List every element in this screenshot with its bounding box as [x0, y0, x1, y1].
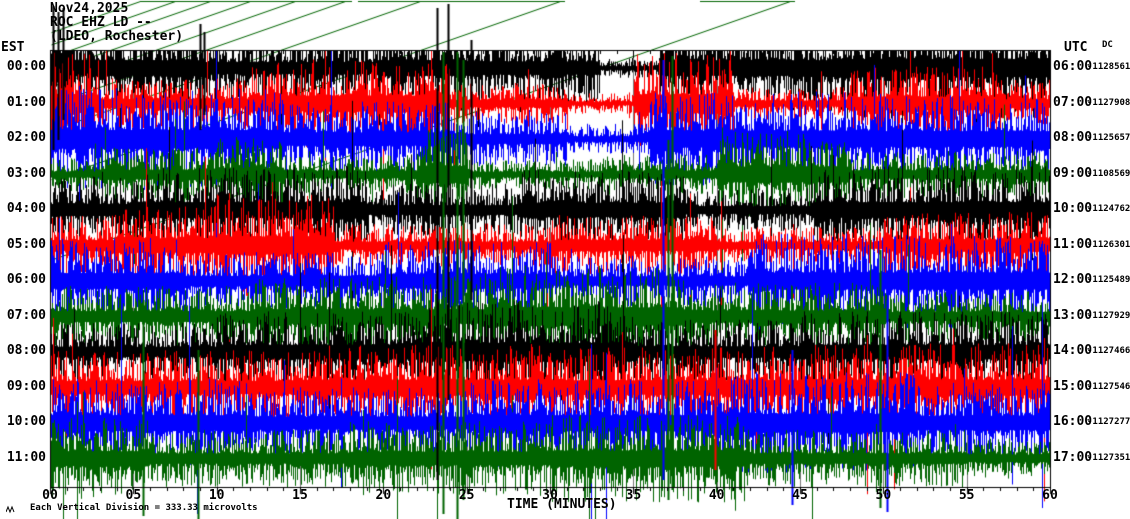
utc-hour-label: 16:00: [1053, 414, 1093, 429]
utc-hour-label: 15:00: [1053, 378, 1093, 394]
x-tick-label: 15: [292, 488, 308, 503]
x-tick-label: 35: [625, 488, 642, 503]
dc-offset-value: -1127546: [1087, 381, 1130, 392]
dc-offset-value: -1125489: [1087, 275, 1130, 285]
utc-hour-label: 14:00: [1053, 343, 1093, 358]
est-hour-label: 00:00: [6, 59, 46, 74]
utc-hour-label: 08:00: [1053, 130, 1093, 145]
left-axis-header: EST: [1, 40, 25, 55]
x-tick-label: 60: [1042, 488, 1058, 503]
x-tick-label: 25: [458, 488, 475, 503]
x-tick-label: 40: [708, 488, 725, 503]
dc-offset-value: -1125657: [1087, 133, 1130, 143]
dc-offset-value: -1127908: [1087, 97, 1130, 108]
dc-offset-value: -1108569: [1087, 168, 1130, 179]
station-location: (LDEO, Rochester): [50, 29, 184, 44]
dc-offset-value: -1127929: [1087, 310, 1130, 321]
x-tick-label: 20: [375, 488, 392, 503]
x-tick-label: 45: [792, 488, 808, 503]
x-axis-label: TIME (MINUTES): [507, 497, 617, 512]
utc-hour-label: 13:00: [1053, 307, 1093, 323]
est-hour-label: 02:00: [6, 130, 46, 145]
utc-hour-label: 09:00: [1053, 165, 1093, 181]
right-axis-header: UTC: [1064, 40, 1088, 55]
dc-offset-value: -1128561: [1087, 62, 1130, 72]
plot-date: Nov24,2025: [50, 1, 129, 16]
utc-hour-label: 07:00: [1053, 94, 1093, 110]
tiny-waveform-glyph: [6, 505, 15, 514]
utc-hour-label: 12:00: [1053, 272, 1093, 287]
est-hour-label: 06:00: [6, 272, 46, 287]
utc-hour-label: 11:00: [1053, 236, 1093, 252]
x-tick-label: 10: [208, 488, 225, 503]
x-tick-label: 30: [542, 488, 558, 503]
x-tick-label: 50: [875, 488, 892, 503]
dc-offset-value: -1127466: [1087, 346, 1130, 356]
scale-caption: Each Vertical Division = 333.33 microvol…: [30, 503, 258, 513]
dc-column-header: DC: [1102, 40, 1113, 50]
utc-hour-label: 06:00: [1053, 59, 1093, 74]
utc-hour-label: 17:00: [1053, 449, 1093, 465]
utc-hour-label: 10:00: [1053, 201, 1093, 216]
station-channel: ROC EHZ LD --: [50, 15, 152, 30]
est-hour-label: 10:00: [6, 414, 46, 429]
est-hour-label: 04:00: [6, 201, 46, 216]
dc-offset-value: -1124762: [1087, 204, 1130, 214]
dc-offset-value: -1127351: [1087, 452, 1130, 463]
x-tick-label: 55: [958, 488, 975, 503]
est-hour-label: 07:00: [6, 307, 46, 323]
est-hour-label: 11:00: [6, 449, 46, 465]
est-hour-label: 08:00: [6, 343, 46, 358]
dc-offset-value: -1126301: [1087, 239, 1130, 250]
est-hour-label: 05:00: [6, 236, 46, 252]
est-hour-label: 09:00: [6, 378, 46, 394]
est-hour-label: 03:00: [6, 165, 46, 181]
x-tick-label: 05: [125, 488, 142, 503]
x-tick-label: 00: [42, 488, 58, 503]
dc-offset-value: -1127277: [1087, 417, 1130, 427]
est-hour-label: 01:00: [6, 94, 46, 110]
